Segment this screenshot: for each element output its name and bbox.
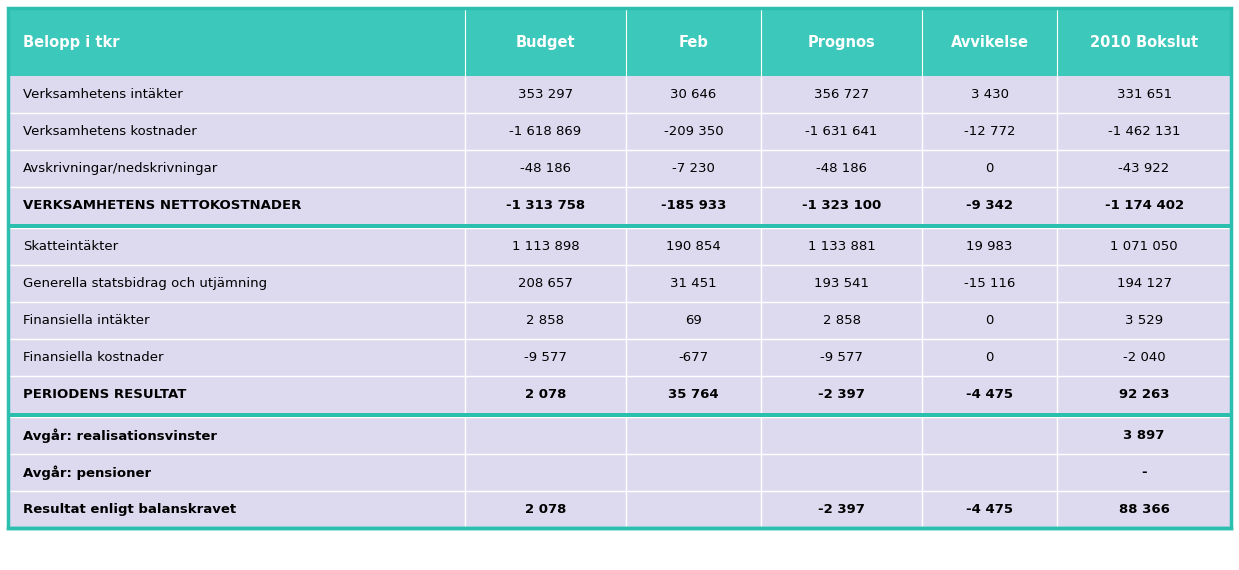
- Text: -: -: [1141, 466, 1147, 479]
- Text: -48 186: -48 186: [520, 162, 571, 175]
- Text: Finansiella kostnader: Finansiella kostnader: [22, 351, 164, 364]
- Bar: [7, 417, 1232, 454]
- Text: -2 397: -2 397: [818, 503, 865, 516]
- Text: 2 078: 2 078: [525, 503, 566, 516]
- Text: 1 113 898: 1 113 898: [512, 240, 580, 253]
- Bar: [7, 302, 1232, 339]
- Text: Resultat enligt balanskravet: Resultat enligt balanskravet: [22, 503, 235, 516]
- Text: Feb: Feb: [679, 35, 709, 50]
- Text: 331 651: 331 651: [1116, 88, 1172, 101]
- Text: 1 133 881: 1 133 881: [808, 240, 876, 253]
- Text: Budget: Budget: [515, 35, 575, 50]
- Text: -1 174 402: -1 174 402: [1104, 199, 1183, 212]
- Text: 1 071 050: 1 071 050: [1110, 240, 1178, 253]
- Text: Avvikelse: Avvikelse: [950, 35, 1028, 50]
- Text: 0: 0: [985, 351, 994, 364]
- Bar: [7, 454, 1232, 491]
- Text: Avgår: pensioner: Avgår: pensioner: [22, 465, 151, 480]
- Text: 2010 Bokslut: 2010 Bokslut: [1090, 35, 1198, 50]
- Text: 190 854: 190 854: [667, 240, 721, 253]
- Text: -1 313 758: -1 313 758: [506, 199, 585, 212]
- Text: -4 475: -4 475: [966, 388, 1014, 401]
- Bar: [7, 228, 1232, 265]
- Text: -185 933: -185 933: [660, 199, 726, 212]
- Bar: [7, 491, 1232, 528]
- Text: -12 772: -12 772: [964, 125, 1016, 138]
- Bar: [7, 224, 1232, 228]
- Text: -43 922: -43 922: [1119, 162, 1170, 175]
- Text: 3 897: 3 897: [1124, 429, 1165, 442]
- Text: -9 342: -9 342: [966, 199, 1014, 212]
- Text: -4 475: -4 475: [966, 503, 1014, 516]
- Text: 19 983: 19 983: [966, 240, 1012, 253]
- Text: 0: 0: [985, 162, 994, 175]
- Text: -1 631 641: -1 631 641: [805, 125, 877, 138]
- Text: 208 657: 208 657: [518, 277, 572, 290]
- Text: 2 078: 2 078: [525, 388, 566, 401]
- Text: 35 764: 35 764: [668, 388, 719, 401]
- Text: -2 040: -2 040: [1123, 351, 1166, 364]
- Text: 31 451: 31 451: [670, 277, 717, 290]
- Text: -1 618 869: -1 618 869: [509, 125, 581, 138]
- Bar: [7, 150, 1232, 187]
- Text: -209 350: -209 350: [664, 125, 724, 138]
- Bar: [7, 376, 1232, 413]
- Text: Generella statsbidrag och utjämning: Generella statsbidrag och utjämning: [22, 277, 266, 290]
- Text: -677: -677: [679, 351, 709, 364]
- Text: Avskrivningar/nedskrivningar: Avskrivningar/nedskrivningar: [22, 162, 218, 175]
- Text: -9 577: -9 577: [820, 351, 864, 364]
- Text: Verksamhetens kostnader: Verksamhetens kostnader: [22, 125, 197, 138]
- Text: 356 727: 356 727: [814, 88, 869, 101]
- Text: 0: 0: [985, 314, 994, 327]
- Bar: [7, 339, 1232, 376]
- Bar: [7, 76, 1232, 113]
- Bar: [7, 187, 1232, 224]
- Bar: [7, 265, 1232, 302]
- Text: 30 646: 30 646: [670, 88, 716, 101]
- Text: Avgår: realisationsvinster: Avgår: realisationsvinster: [22, 428, 217, 443]
- Text: Verksamhetens intäkter: Verksamhetens intäkter: [22, 88, 182, 101]
- Text: -9 577: -9 577: [524, 351, 567, 364]
- Text: 69: 69: [685, 314, 703, 327]
- Text: 3 430: 3 430: [970, 88, 1009, 101]
- Text: PERIODENS RESULTAT: PERIODENS RESULTAT: [22, 388, 186, 401]
- Bar: [7, 8, 1232, 76]
- Text: 92 263: 92 263: [1119, 388, 1170, 401]
- Text: 193 541: 193 541: [814, 277, 869, 290]
- Text: 88 366: 88 366: [1119, 503, 1170, 516]
- Bar: [7, 113, 1232, 150]
- Text: 194 127: 194 127: [1116, 277, 1172, 290]
- Text: 3 529: 3 529: [1125, 314, 1163, 327]
- Text: 2 858: 2 858: [823, 314, 861, 327]
- Bar: [7, 413, 1232, 417]
- Text: -1 323 100: -1 323 100: [802, 199, 881, 212]
- Text: VERKSAMHETENS NETTOKOSTNADER: VERKSAMHETENS NETTOKOSTNADER: [22, 199, 301, 212]
- Text: Finansiella intäkter: Finansiella intäkter: [22, 314, 150, 327]
- Text: 353 297: 353 297: [518, 88, 574, 101]
- Text: Skatteintäkter: Skatteintäkter: [22, 240, 118, 253]
- Text: -1 462 131: -1 462 131: [1108, 125, 1181, 138]
- Text: -48 186: -48 186: [817, 162, 867, 175]
- Text: Prognos: Prognos: [808, 35, 876, 50]
- Text: -2 397: -2 397: [818, 388, 865, 401]
- Text: 2 858: 2 858: [527, 314, 565, 327]
- Text: Belopp i tkr: Belopp i tkr: [22, 35, 119, 50]
- Text: -7 230: -7 230: [672, 162, 715, 175]
- Text: -15 116: -15 116: [964, 277, 1015, 290]
